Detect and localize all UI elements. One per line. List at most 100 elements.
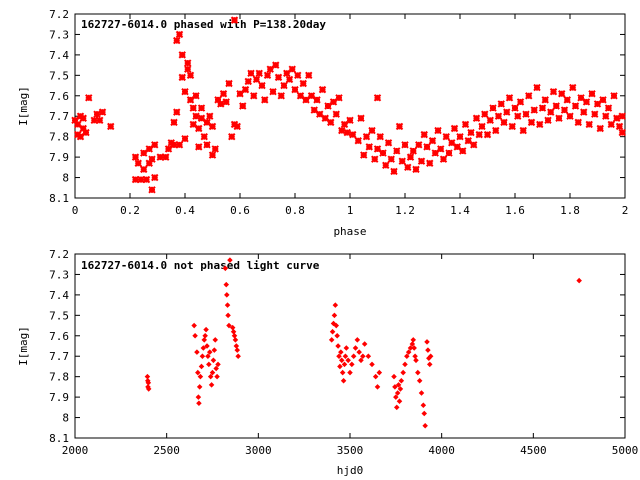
data-point <box>145 380 152 386</box>
y-tick-label: 7.5 <box>49 69 69 82</box>
data-point <box>79 114 87 122</box>
data-point <box>214 96 222 104</box>
plot-frame <box>74 253 626 439</box>
data-point <box>407 345 414 351</box>
data-point <box>144 373 151 380</box>
data-point <box>227 257 233 263</box>
data-point <box>585 120 593 129</box>
data-point <box>372 373 379 380</box>
data-point <box>602 112 610 120</box>
data-point <box>318 85 327 94</box>
data-point <box>199 353 206 359</box>
data-point <box>137 175 145 184</box>
data-point <box>406 153 415 161</box>
data-point <box>401 141 409 149</box>
data-point <box>252 75 261 84</box>
data-point <box>613 114 621 122</box>
data-point <box>194 349 200 355</box>
data-point <box>203 326 209 333</box>
data-point <box>582 98 591 106</box>
data-point <box>131 153 140 161</box>
y-tick-label: 8.1 <box>49 432 69 445</box>
data-point <box>207 373 214 380</box>
data-point <box>195 394 202 400</box>
data-point <box>392 384 398 390</box>
data-point <box>285 75 294 84</box>
y-tick-label: 7.7 <box>49 110 69 123</box>
data-point <box>156 153 164 161</box>
data-point <box>390 167 398 176</box>
data-point <box>336 353 342 359</box>
data-point <box>500 118 508 127</box>
data-point <box>341 361 348 368</box>
data-point <box>197 373 204 380</box>
x-tick-label: 0.2 <box>120 204 140 217</box>
data-point <box>217 100 225 108</box>
x-tick-label: 4500 <box>520 444 547 457</box>
data-point <box>618 128 626 137</box>
y-tick-label: 8 <box>62 172 69 185</box>
data-point <box>607 120 615 129</box>
data-point <box>483 130 492 139</box>
y-tick-label: 7.7 <box>49 350 69 363</box>
x-tick-label: 4000 <box>428 444 455 457</box>
plot-title: 162727-6014.0 phased with P=138.20day <box>81 18 326 31</box>
y-tick-label: 7.6 <box>49 330 69 343</box>
x-tick-label: 1.4 <box>450 204 470 217</box>
data-point <box>145 386 152 392</box>
data-point <box>569 83 577 92</box>
data-point <box>82 128 90 137</box>
data-point <box>173 36 181 45</box>
data-point <box>335 94 343 102</box>
data-point <box>192 333 198 339</box>
data-point <box>338 357 345 364</box>
data-point <box>272 61 280 69</box>
data-point <box>544 116 552 125</box>
x-tick-label: 3500 <box>337 444 364 457</box>
unphased-light-curve-panel: 162727-6014.0 not phased light curve hjd… <box>17 248 638 477</box>
data-point <box>134 159 142 167</box>
data-point <box>196 384 203 390</box>
data-point <box>394 390 401 396</box>
y-tick-label: 7.9 <box>49 151 69 164</box>
x-axis-label: hjd0 <box>337 464 364 477</box>
y-tick-label: 7.9 <box>49 391 69 404</box>
data-point <box>360 151 368 159</box>
data-point <box>107 122 115 131</box>
data-point <box>209 369 216 376</box>
data-point <box>503 108 511 116</box>
data-point <box>192 92 200 100</box>
y-tick-label: 7.2 <box>49 248 69 261</box>
data-point <box>373 94 382 102</box>
y-tick-label: 7.8 <box>49 131 69 144</box>
y-axis-label: I[mag] <box>17 326 30 366</box>
data-point <box>530 106 538 114</box>
data-point <box>374 384 381 390</box>
data-point <box>404 163 412 172</box>
data-point <box>96 116 104 125</box>
x-tick-label: 0.8 <box>285 204 305 217</box>
data-point <box>571 102 580 110</box>
data-point <box>334 333 340 339</box>
data-point <box>395 382 402 388</box>
data-point <box>195 143 203 151</box>
y-tick-label: 8.1 <box>49 192 69 205</box>
data-point <box>196 400 202 407</box>
data-point <box>508 122 516 131</box>
data-point <box>563 96 571 104</box>
data-point <box>376 132 384 141</box>
data-point <box>184 65 192 73</box>
data-point <box>241 85 250 94</box>
data-point <box>181 135 189 143</box>
y-tick-label: 7.2 <box>49 8 69 21</box>
data-point <box>489 104 497 112</box>
data-point <box>201 337 208 343</box>
data-point <box>225 79 233 88</box>
data-point <box>230 16 239 24</box>
y-tick-label: 7.5 <box>49 309 69 322</box>
data-point <box>437 145 445 153</box>
data-point <box>349 361 355 368</box>
data-point <box>428 137 437 145</box>
data-point <box>328 337 335 343</box>
data-point <box>395 122 404 131</box>
